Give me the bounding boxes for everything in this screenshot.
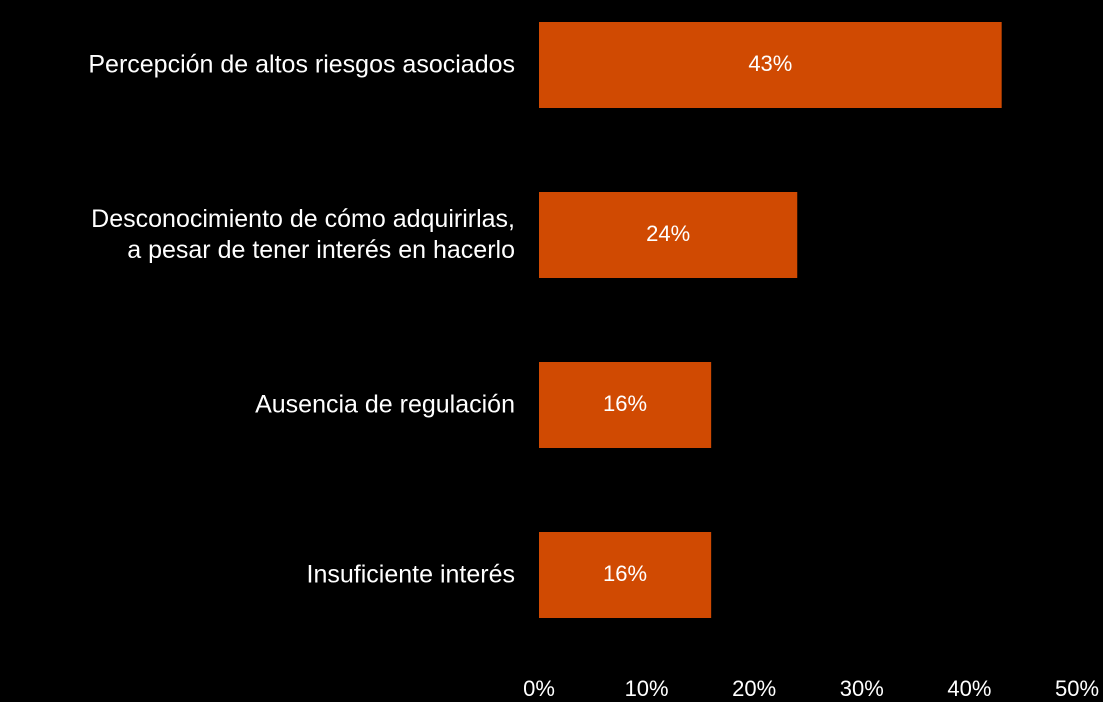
- y-tick-label: Desconocimiento de cómo adquirirlas, a p…: [91, 205, 515, 264]
- value-label: 43%: [748, 51, 792, 76]
- x-tick-label: 20%: [732, 676, 776, 701]
- x-tick-label: 30%: [840, 676, 884, 701]
- bar: [539, 22, 1002, 108]
- x-tick-label: 40%: [947, 676, 991, 701]
- x-tick-label: 10%: [625, 676, 669, 701]
- bar: [539, 532, 712, 618]
- value-label: 16%: [603, 561, 647, 586]
- y-tick-label: Insuficiente interés: [306, 560, 515, 589]
- bar: [539, 362, 712, 448]
- x-tick-label: 0%: [523, 676, 555, 701]
- value-label: 24%: [646, 221, 690, 246]
- x-tick-label: 50%: [1055, 676, 1099, 701]
- value-label: 16%: [603, 391, 647, 416]
- bar: [539, 192, 798, 278]
- y-tick-label: Percepción de altos riesgos asociados: [88, 50, 515, 79]
- y-tick-label: Ausencia de regulación: [255, 390, 515, 419]
